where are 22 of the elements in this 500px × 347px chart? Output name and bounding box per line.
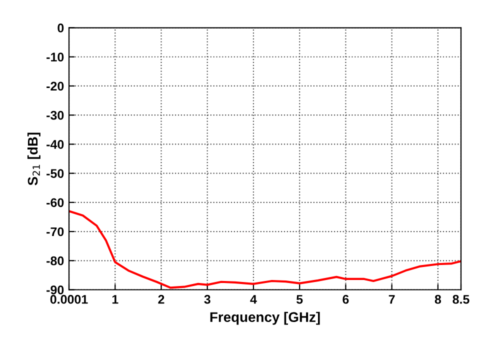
y-tick-label: -60 xyxy=(46,198,64,208)
x-tick-label: 7 xyxy=(388,295,395,304)
x-tick-label: 2 xyxy=(158,294,164,304)
x-axis-title: Frequency [GHz] xyxy=(210,312,320,325)
y-tick-label: -10 xyxy=(46,52,64,62)
x-tick-label: 0.0001 xyxy=(50,294,88,304)
y-tick-label: -20 xyxy=(46,82,64,91)
y-tick-label: -70 xyxy=(46,227,64,236)
y-tick-label: -80 xyxy=(46,256,64,266)
y-axis-title: S$_{21}$ [dB] xyxy=(27,132,40,186)
x-tick-label: 6 xyxy=(342,294,349,304)
x-tick-label: 8.5 xyxy=(452,294,470,304)
y-tick-label: -50 xyxy=(46,169,64,178)
x-tick-label: 1 xyxy=(112,295,118,304)
y-tick-label: 0 xyxy=(58,24,64,32)
x-tick-label: 5 xyxy=(296,295,303,304)
x-tick-label: 4 xyxy=(250,295,257,304)
x-tick-label: 3 xyxy=(204,294,210,304)
y-tick-label: -30 xyxy=(46,110,64,120)
y-tick-label: -40 xyxy=(46,140,64,149)
x-tick-label: 8 xyxy=(434,294,442,304)
y-tick-label: -90 xyxy=(46,286,64,294)
